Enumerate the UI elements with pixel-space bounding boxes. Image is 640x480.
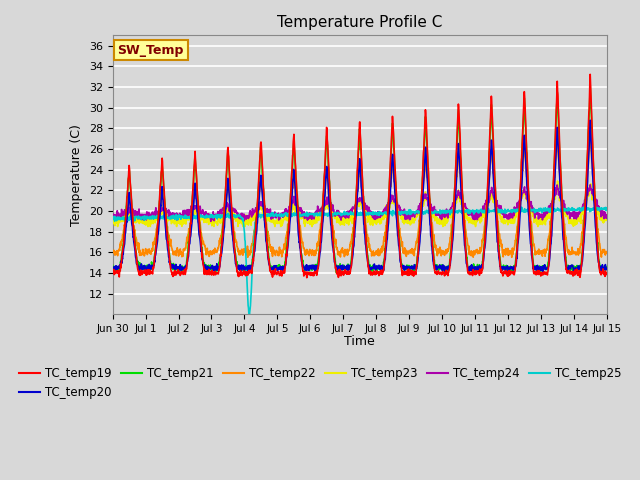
- TC_temp20: [147, 264, 155, 270]
- TC_temp25: [591, 204, 599, 209]
- TC_temp21: [109, 263, 116, 268]
- TC_temp19: [167, 268, 175, 274]
- TC_temp25: [319, 211, 326, 217]
- TC_temp23: [168, 221, 175, 227]
- TC_temp20: [280, 270, 287, 276]
- TC_temp25: [167, 213, 175, 219]
- TC_temp19: [586, 72, 594, 77]
- TC_temp23: [338, 221, 346, 227]
- TC_temp22: [319, 210, 326, 216]
- TC_temp25: [603, 205, 611, 211]
- TC_temp19: [390, 146, 398, 152]
- TC_temp23: [390, 198, 398, 204]
- TC_temp23: [114, 224, 122, 229]
- TC_temp22: [390, 171, 397, 177]
- TC_temp25: [390, 210, 398, 216]
- TC_temp24: [207, 218, 215, 224]
- TC_temp22: [586, 132, 594, 138]
- Line: TC_temp21: TC_temp21: [113, 85, 607, 273]
- TC_temp20: [319, 220, 326, 226]
- TC_temp24: [390, 199, 398, 205]
- TC_temp24: [586, 182, 594, 188]
- TC_temp24: [329, 202, 337, 208]
- TC_temp25: [329, 211, 337, 217]
- TC_temp24: [603, 212, 611, 217]
- TC_temp19: [603, 270, 611, 276]
- TC_temp19: [319, 205, 326, 211]
- TC_temp21: [603, 266, 611, 272]
- Legend: TC_temp19, TC_temp20, TC_temp21, TC_temp22, TC_temp23, TC_temp24, TC_temp25: TC_temp19, TC_temp20, TC_temp21, TC_temp…: [14, 362, 626, 403]
- Title: Temperature Profile C: Temperature Profile C: [277, 15, 442, 30]
- TC_temp19: [329, 238, 337, 243]
- TC_temp21: [167, 261, 175, 266]
- TC_temp23: [109, 213, 116, 219]
- TC_temp21: [147, 266, 155, 272]
- TC_temp24: [167, 211, 175, 217]
- X-axis label: Time: Time: [344, 336, 375, 348]
- TC_temp24: [147, 213, 155, 219]
- TC_temp21: [390, 150, 398, 156]
- TC_temp22: [508, 254, 516, 260]
- TC_temp22: [603, 249, 611, 254]
- Line: TC_temp24: TC_temp24: [113, 185, 607, 221]
- TC_temp22: [109, 247, 116, 253]
- TC_temp19: [303, 275, 310, 281]
- TC_temp25: [147, 216, 155, 221]
- TC_temp21: [338, 266, 346, 272]
- TC_temp23: [329, 205, 337, 211]
- TC_temp21: [333, 270, 340, 276]
- TC_temp23: [603, 217, 611, 223]
- TC_temp21: [329, 229, 337, 235]
- Text: SW_Temp: SW_Temp: [118, 44, 184, 57]
- TC_temp21: [586, 83, 594, 88]
- Line: TC_temp22: TC_temp22: [113, 135, 607, 257]
- TC_temp20: [109, 265, 116, 271]
- TC_temp22: [167, 242, 175, 248]
- Line: TC_temp20: TC_temp20: [113, 120, 607, 273]
- TC_temp24: [109, 214, 116, 220]
- TC_temp23: [147, 214, 155, 219]
- TC_temp24: [338, 215, 346, 220]
- TC_temp19: [147, 269, 155, 275]
- Line: TC_temp19: TC_temp19: [113, 74, 607, 278]
- TC_temp25: [338, 211, 346, 216]
- TC_temp22: [329, 223, 337, 229]
- Line: TC_temp25: TC_temp25: [113, 206, 607, 314]
- TC_temp20: [329, 244, 337, 250]
- TC_temp23: [319, 205, 326, 211]
- TC_temp20: [586, 117, 594, 123]
- TC_temp24: [319, 205, 326, 211]
- TC_temp20: [338, 263, 346, 269]
- TC_temp25: [246, 312, 253, 317]
- TC_temp20: [603, 265, 611, 271]
- Line: TC_temp23: TC_temp23: [113, 181, 607, 227]
- TC_temp25: [109, 214, 116, 220]
- TC_temp22: [337, 248, 345, 254]
- TC_temp23: [554, 178, 561, 184]
- TC_temp20: [390, 179, 398, 184]
- TC_temp22: [147, 248, 155, 254]
- TC_temp19: [109, 267, 116, 273]
- Y-axis label: Temperature (C): Temperature (C): [70, 124, 83, 226]
- TC_temp21: [319, 209, 326, 215]
- TC_temp19: [338, 268, 346, 274]
- TC_temp20: [167, 264, 175, 270]
